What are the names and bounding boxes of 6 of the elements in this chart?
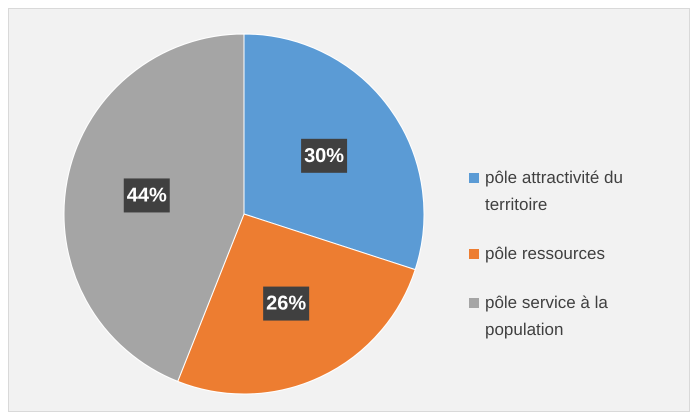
data-label: 44% <box>126 184 167 206</box>
data-label: 30% <box>304 144 344 167</box>
legend-label: pôle service à la population <box>485 292 609 341</box>
data-label: 26% <box>266 292 306 315</box>
legend-label: pôle attractivité du territoire <box>485 167 624 216</box>
legend-label: pôle ressources <box>485 243 606 265</box>
